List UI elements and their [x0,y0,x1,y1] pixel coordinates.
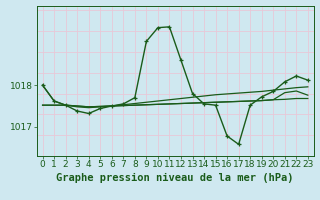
X-axis label: Graphe pression niveau de la mer (hPa): Graphe pression niveau de la mer (hPa) [56,173,294,183]
